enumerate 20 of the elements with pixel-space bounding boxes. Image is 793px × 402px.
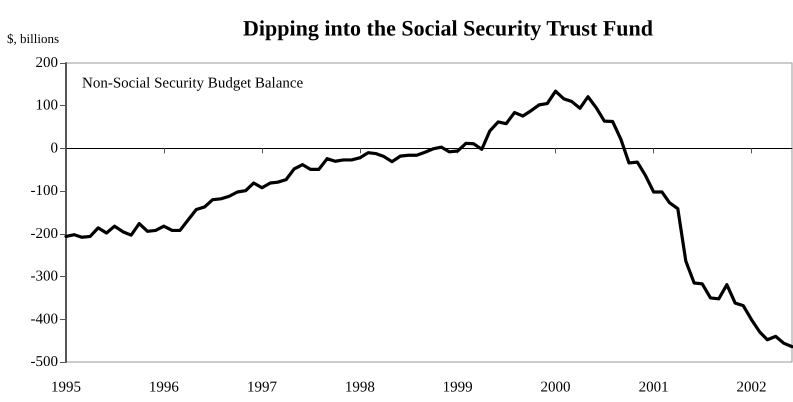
x-tick-label: 1999 (442, 380, 473, 396)
y-tick-label: -300 (30, 268, 58, 285)
x-tick-label: 1997 (246, 380, 278, 396)
y-tick-label: -100 (30, 183, 58, 200)
annotation: Non-Social Security Budget Balance (82, 76, 304, 92)
y-tick-label: -200 (30, 226, 58, 242)
x-tick-label: 1996 (148, 380, 180, 396)
x-tick-label: 1995 (51, 380, 81, 396)
x-tick-label: 2001 (638, 380, 669, 396)
y-tick-label: 0 (50, 140, 58, 156)
x-tick-label: 2000 (540, 380, 571, 396)
line-series (64, 90, 793, 348)
y-tick-label: -400 (30, 311, 58, 328)
x-tick-label: 2002 (736, 380, 767, 396)
y-tick-label: 200 (36, 55, 58, 71)
chart-title: Dipping into the Social Security Trust Fund (243, 16, 653, 40)
x-tick-label: 1998 (344, 380, 375, 396)
y-axis-title: $, billions (7, 31, 60, 46)
y-tick-label: 100 (36, 98, 58, 114)
y-tick-label: -500 (30, 354, 58, 370)
